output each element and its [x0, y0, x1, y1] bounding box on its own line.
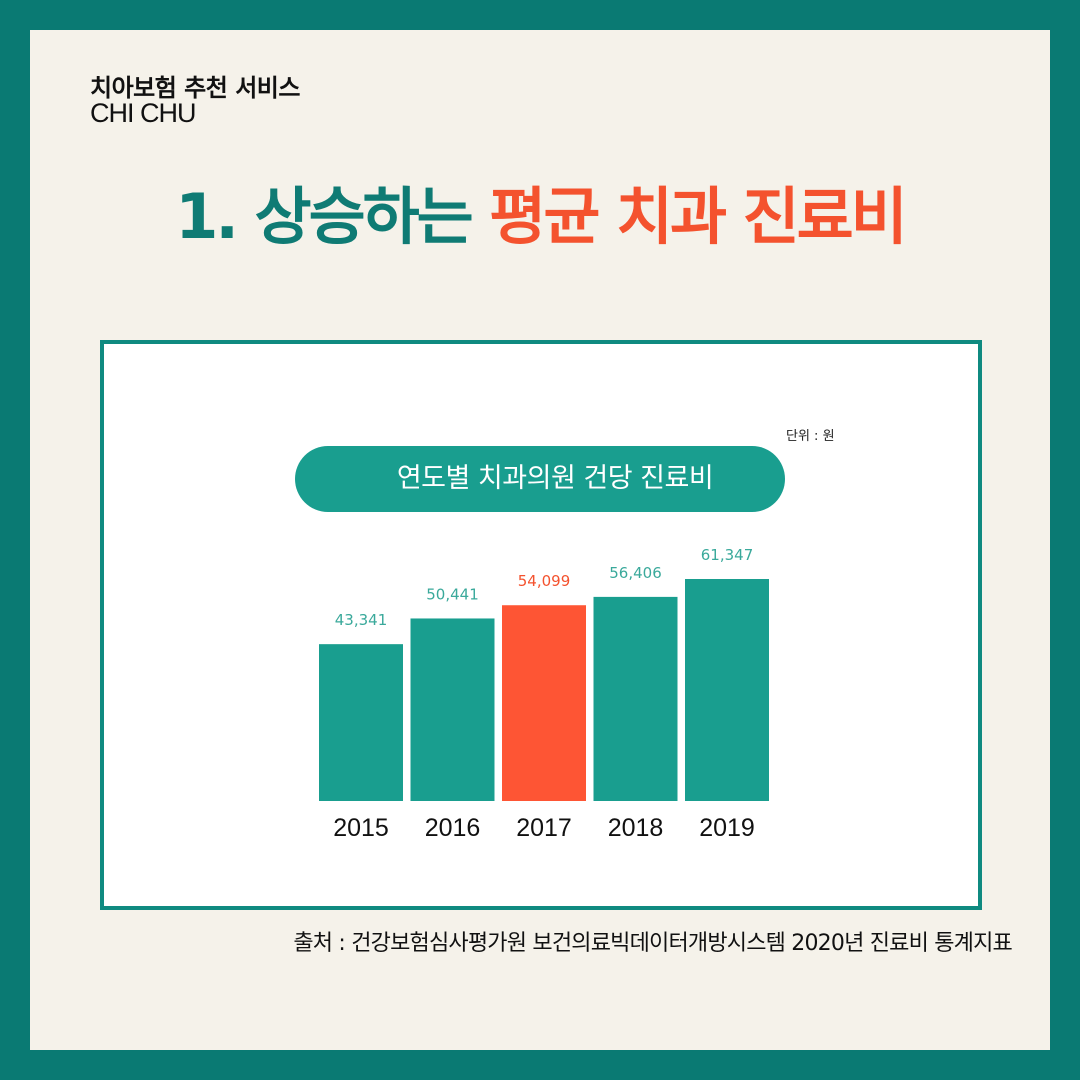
brand-korean: 치아보험 추천 서비스 — [90, 74, 300, 102]
tick-label-2019: 2019 — [699, 814, 755, 842]
bar-2015 — [319, 644, 403, 801]
chart-title: 연도별 치과의원 건당 진료비 — [295, 446, 785, 512]
bar-2019 — [685, 579, 769, 801]
tick-label-2018: 2018 — [608, 814, 664, 842]
value-label-2015: 43,341 — [335, 611, 388, 629]
bar-2016 — [410, 618, 495, 801]
page-title: 1. 상승하는 평균 치과 진료비 — [0, 186, 1080, 248]
value-label-2016: 50,441 — [426, 585, 479, 603]
tick-label-2016: 2016 — [425, 814, 481, 842]
value-label-2018: 56,406 — [609, 564, 662, 582]
tick-label-2015: 2015 — [333, 814, 389, 842]
bar-2018 — [593, 596, 678, 801]
bar-2017 — [502, 605, 586, 801]
value-label-2019: 61,347 — [701, 546, 754, 564]
source-note: 출처 : 건강보험심사평가원 보건의료빅데이터개방시스템 2020년 진료비 통… — [293, 931, 1012, 956]
value-label-2017: 54,099 — [518, 572, 571, 590]
title-prefix: 1. 상승하는 — [175, 180, 473, 253]
brand-english: CHI CHU — [90, 98, 196, 128]
tick-label-2017: 2017 — [516, 814, 572, 842]
title-highlight: 평균 치과 진료비 — [489, 180, 907, 253]
unit-label: 단위 : 원 — [786, 429, 835, 444]
